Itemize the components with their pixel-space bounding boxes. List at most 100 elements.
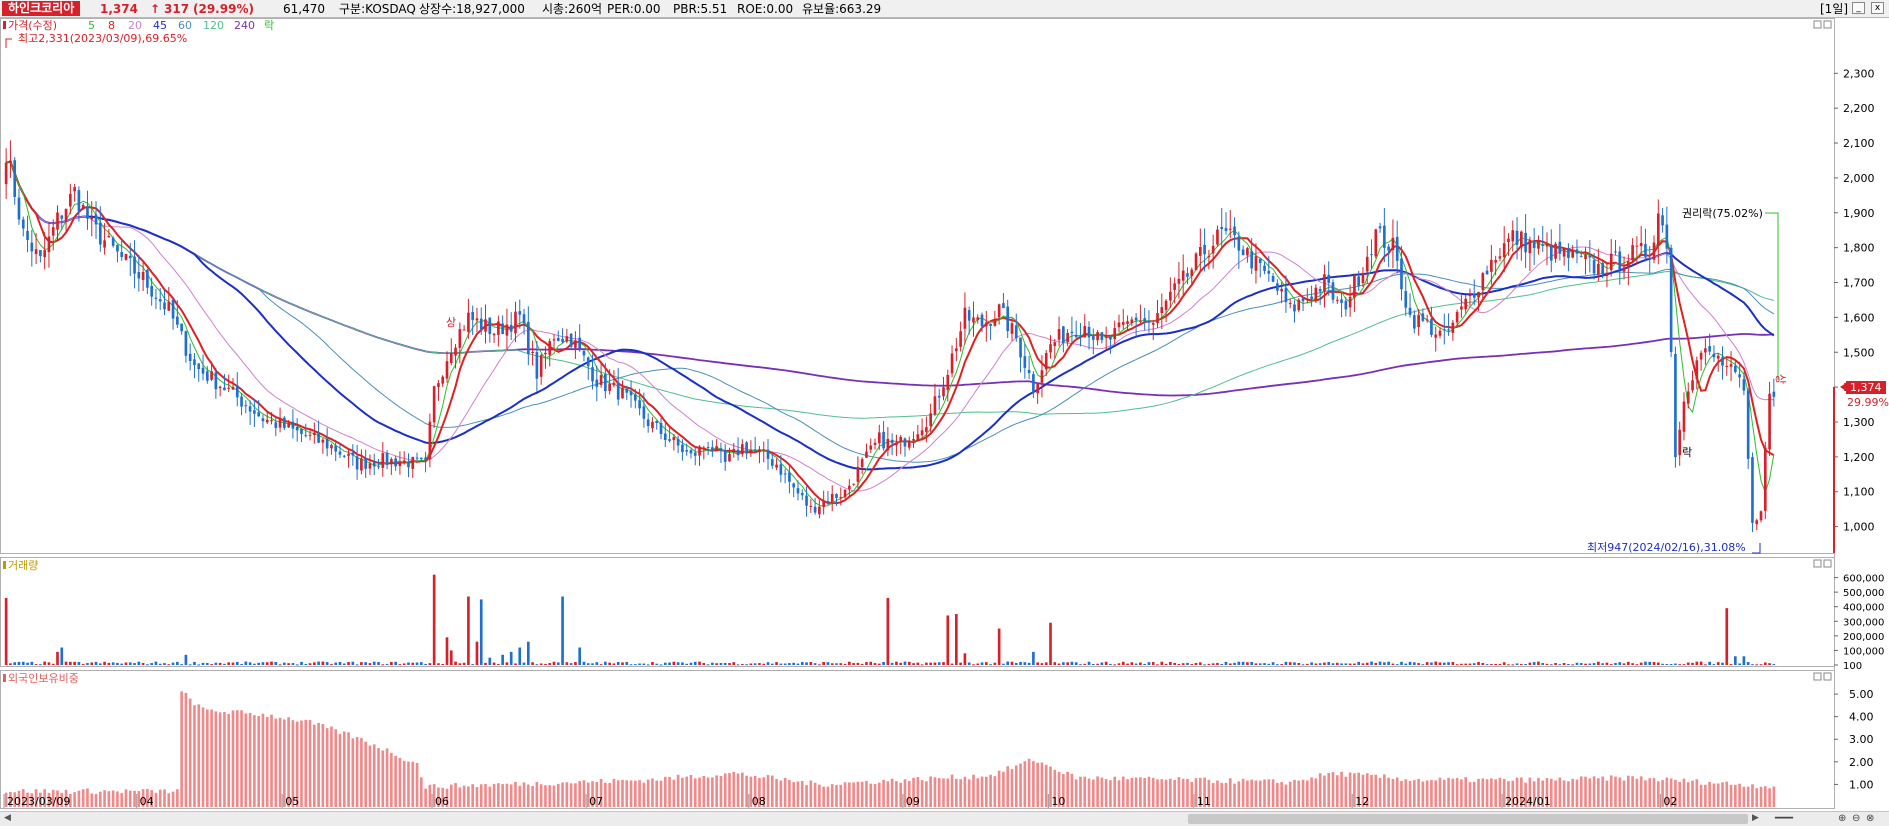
volume-bar bbox=[300, 661, 303, 665]
candle bbox=[732, 442, 736, 458]
candle bbox=[1738, 361, 1741, 388]
volume-bar bbox=[69, 661, 72, 665]
volume-bar bbox=[214, 662, 218, 665]
foreign-bar bbox=[419, 777, 423, 807]
foreign-bar bbox=[839, 784, 843, 807]
foreign-bar bbox=[60, 792, 64, 807]
scroll-thumb[interactable] bbox=[1188, 814, 1748, 824]
foreign-bar bbox=[569, 783, 573, 807]
candle bbox=[1746, 388, 1750, 470]
volume-bar bbox=[942, 662, 945, 665]
candle bbox=[920, 418, 924, 441]
volume-bar bbox=[43, 661, 46, 665]
foreign-bar bbox=[77, 790, 81, 807]
candle bbox=[475, 307, 479, 333]
candle bbox=[1186, 267, 1189, 285]
foreign-bar bbox=[1079, 776, 1082, 807]
foreign-bar bbox=[26, 792, 29, 807]
volume-bar bbox=[869, 661, 873, 665]
scroll-right-icon[interactable]: ▶ bbox=[1752, 813, 1759, 823]
candle bbox=[1579, 250, 1583, 258]
foreign-bar bbox=[1738, 783, 1741, 807]
volume-bar bbox=[1579, 663, 1583, 665]
volume-bar bbox=[1738, 663, 1741, 665]
zoom-reset-icon[interactable]: ⊗ bbox=[1866, 813, 1875, 824]
foreign-bar bbox=[1169, 778, 1172, 807]
close-icon[interactable]: x bbox=[1871, 2, 1884, 14]
volume-bar bbox=[1746, 662, 1750, 665]
volume-bar bbox=[1575, 662, 1579, 665]
stock-chart[interactable]: 1,0001,1001,2001,3001,4001,5001,6001,700… bbox=[0, 18, 1889, 811]
scroll-left-icon[interactable]: ◀ bbox=[4, 813, 11, 823]
candle bbox=[800, 489, 804, 501]
foreign-bar bbox=[535, 781, 539, 807]
volume-bar bbox=[1357, 661, 1361, 665]
foreign-bar bbox=[1284, 784, 1288, 807]
volume-bar bbox=[437, 663, 440, 665]
candle bbox=[1032, 371, 1035, 398]
candle bbox=[1335, 296, 1339, 304]
candle bbox=[1237, 231, 1241, 269]
volume-bar bbox=[1468, 663, 1472, 665]
foreign-bar bbox=[372, 744, 376, 807]
foreign-bar bbox=[47, 792, 51, 807]
candle bbox=[792, 482, 796, 498]
volume-bar bbox=[967, 662, 971, 665]
candle bbox=[672, 433, 676, 451]
volume-bar bbox=[1288, 662, 1292, 665]
volume-bar bbox=[895, 661, 898, 665]
foreign-bar bbox=[1562, 780, 1566, 807]
foreign-bar bbox=[732, 771, 736, 807]
foreign-bar bbox=[1622, 780, 1626, 807]
volume-bar bbox=[81, 664, 85, 666]
period-button[interactable]: [1일] bbox=[1820, 2, 1849, 16]
volume-bar bbox=[1682, 664, 1686, 666]
volume-bar bbox=[415, 662, 419, 665]
volume-bar bbox=[1502, 662, 1506, 665]
candle bbox=[1079, 323, 1082, 347]
horizontal-scrollbar[interactable]: ◀ ▶ ━━━ ⊕ ⊖ ⊗ bbox=[0, 811, 1889, 826]
volume-bar bbox=[419, 662, 423, 665]
foreign-bar bbox=[467, 786, 470, 807]
zoom-slider-icon[interactable]: ━━━ bbox=[1775, 813, 1794, 824]
foreign-bar bbox=[205, 709, 209, 807]
candle bbox=[574, 331, 577, 359]
candle bbox=[1751, 452, 1754, 533]
foreign-bar bbox=[890, 778, 894, 807]
volume-bar bbox=[1383, 662, 1386, 665]
candle bbox=[860, 457, 864, 475]
volume-bar bbox=[1327, 662, 1331, 665]
volume-bar bbox=[505, 662, 509, 665]
foreign-bar bbox=[1318, 773, 1322, 807]
volume-bar bbox=[1678, 664, 1682, 666]
candle bbox=[1370, 239, 1373, 270]
stock-name[interactable]: 하인크코리아 bbox=[2, 1, 81, 16]
zoom-out-icon[interactable]: ⊖ bbox=[1852, 813, 1861, 824]
zoom-in-icon[interactable]: ⊕ bbox=[1838, 813, 1847, 824]
candle bbox=[1455, 309, 1459, 327]
foreign-bar bbox=[69, 793, 72, 807]
candle bbox=[839, 487, 843, 506]
candle bbox=[762, 441, 766, 463]
candle bbox=[334, 439, 338, 461]
volume-bar bbox=[407, 662, 410, 665]
candle bbox=[30, 229, 34, 267]
foreign-bar bbox=[1062, 774, 1065, 807]
candle bbox=[1280, 282, 1283, 304]
minimize-icon[interactable]: _ bbox=[1852, 2, 1865, 14]
volume-bar bbox=[522, 662, 526, 665]
foreign-bar bbox=[616, 780, 620, 807]
foreign-bar bbox=[163, 789, 166, 807]
panel-controls[interactable] bbox=[1813, 20, 1832, 681]
candle bbox=[809, 499, 813, 513]
volume-bar bbox=[116, 662, 119, 665]
x-tick-label: 08 bbox=[752, 795, 766, 808]
foreign-bar bbox=[13, 792, 17, 807]
price-tick-label: 2,300 bbox=[1843, 67, 1875, 80]
foreign-bar bbox=[180, 691, 183, 807]
legend-foreign: 외국인보유비중 bbox=[8, 672, 79, 685]
candle bbox=[1648, 246, 1652, 274]
candle bbox=[128, 243, 132, 277]
volume-bar bbox=[1220, 663, 1224, 665]
foreign-bar bbox=[574, 783, 577, 807]
